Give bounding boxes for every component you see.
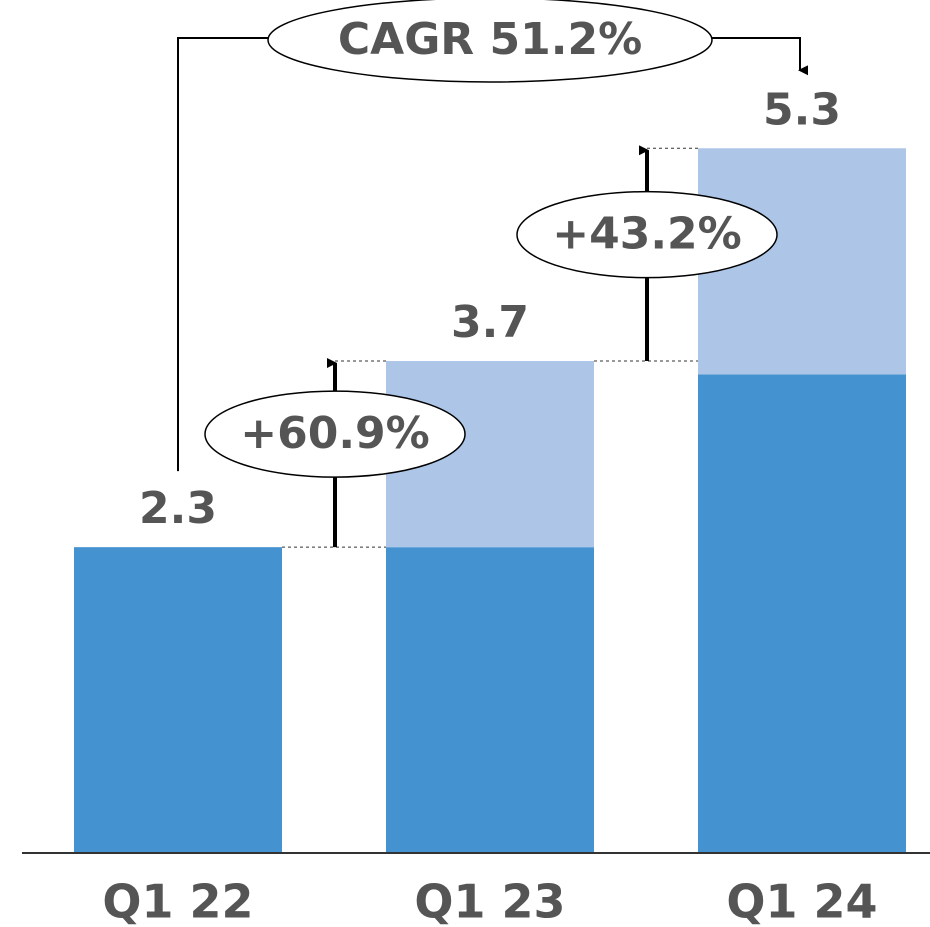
total-label: 5.3 — [763, 84, 841, 135]
growth-bubble — [204, 390, 466, 478]
bar-segment — [74, 547, 282, 853]
growth-bubble — [516, 190, 778, 279]
bar-segment — [386, 547, 594, 853]
bar-segment — [698, 374, 906, 853]
x-tick-label: Q1 24 — [726, 875, 877, 927]
total-label: 3.7 — [451, 297, 529, 348]
cagr-label: CAGR 51.2% — [338, 14, 642, 65]
x-tick-label: Q1 23 — [414, 875, 565, 927]
growth-label: +60.9% — [240, 408, 430, 459]
total-label: 2.3 — [139, 483, 217, 534]
x-tick-label: Q1 22 — [102, 875, 253, 927]
growth-label: +43.2% — [552, 209, 742, 260]
cagr-bubble — [267, 0, 713, 83]
